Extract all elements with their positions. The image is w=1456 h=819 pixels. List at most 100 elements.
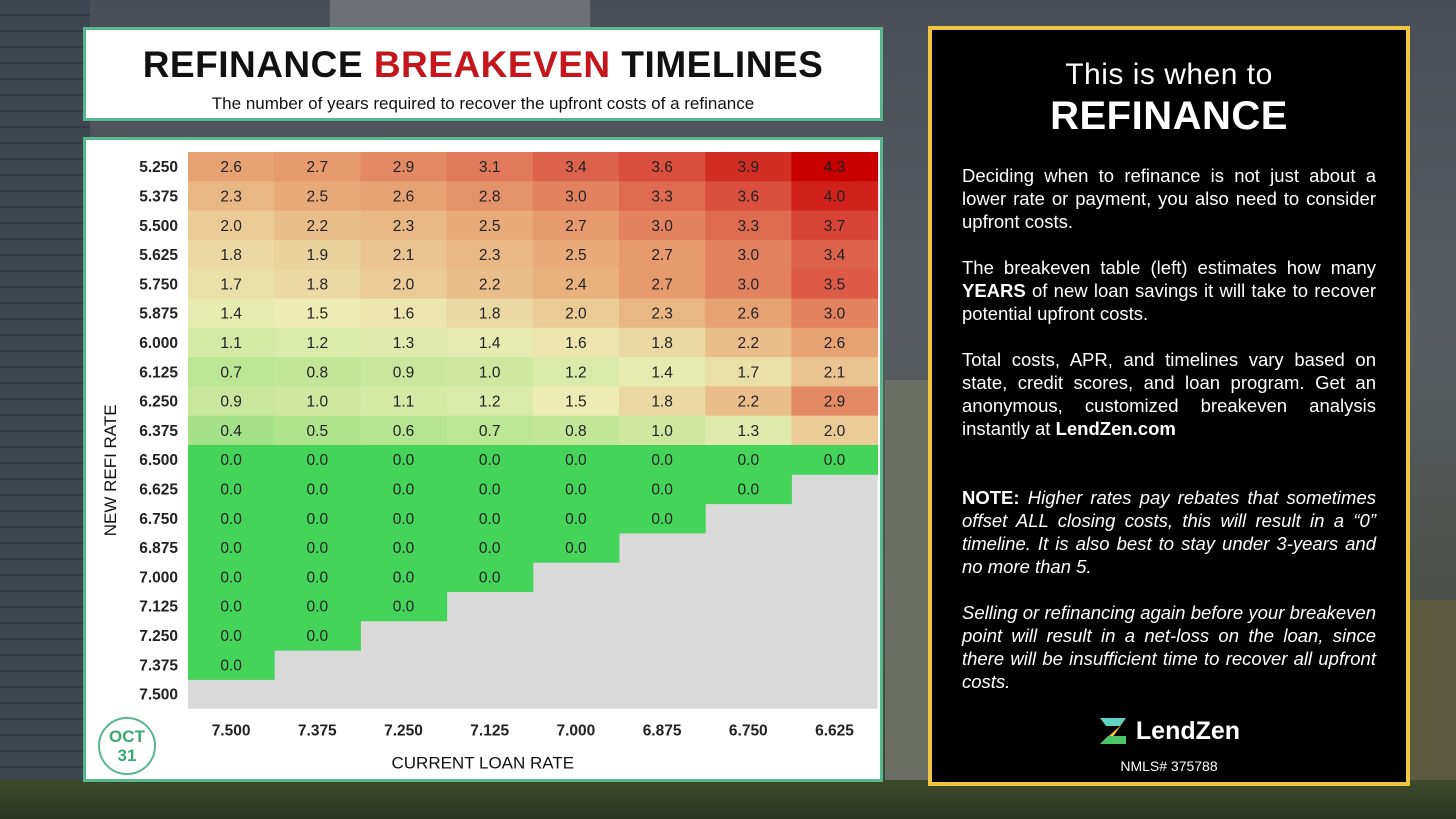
heatmap-cell <box>532 181 620 212</box>
y-tick-label: 6.375 <box>139 423 178 440</box>
cell-label: 1.0 <box>307 394 329 411</box>
heatmap-cell <box>446 503 534 534</box>
cell-label: 1.7 <box>220 276 242 293</box>
cell-label: 3.9 <box>738 159 760 176</box>
cell-label: 0.0 <box>307 481 329 498</box>
heatmap-cell <box>532 474 620 505</box>
cell-label: 2.3 <box>651 306 673 323</box>
cell-label: 0.7 <box>220 364 242 381</box>
cell-label: 2.5 <box>565 247 587 264</box>
heatmap-cell <box>360 532 448 563</box>
cell-label: 2.9 <box>393 159 415 176</box>
heatmap-cell <box>188 181 275 212</box>
x-tick-label: 7.375 <box>298 723 337 740</box>
background-house-siding <box>0 0 90 819</box>
heatmap-cell <box>705 386 792 417</box>
cell-label: 0.0 <box>565 452 587 469</box>
cell-label: 1.8 <box>651 335 673 352</box>
cell-label: 0.0 <box>565 540 587 557</box>
heatmap-cell <box>619 474 706 505</box>
heatmap-cell <box>360 269 448 299</box>
heatmap-cell <box>791 357 879 387</box>
cell-label: 2.5 <box>479 218 501 235</box>
heatmap-cell <box>532 210 620 241</box>
heatmap-cell <box>446 181 534 212</box>
x-tick-label: 6.875 <box>643 723 682 740</box>
para2-after: of new loan savings it will take to reco… <box>962 280 1376 324</box>
title-part1: REFINANCE <box>142 44 374 85</box>
cell-label: 1.2 <box>479 394 501 411</box>
heatmap-cell <box>532 386 620 417</box>
heatmap-cell <box>791 445 879 475</box>
logo-text: LendZen <box>1135 716 1241 745</box>
x-tick-label: 6.625 <box>815 723 854 740</box>
heatmap-cell <box>791 152 879 182</box>
heatmap-cell <box>188 152 275 182</box>
heatmap-cell <box>188 386 275 417</box>
lendzen-link[interactable]: LendZen.com <box>1055 418 1176 439</box>
heatmap-cell <box>360 503 448 534</box>
heatmap-cell <box>188 298 275 329</box>
heatmap-cell <box>446 298 534 329</box>
cell-label: 1.9 <box>307 247 329 264</box>
y-tick-label: 6.750 <box>139 511 178 528</box>
heatmap-cell <box>446 532 534 563</box>
heatmap-cell <box>619 327 706 358</box>
heatmap-cell <box>360 357 448 387</box>
heatmap-cell <box>532 532 620 563</box>
panel-note: NOTE: Higher rates pay rebates that some… <box>962 486 1376 578</box>
y-tick-label: 6.875 <box>139 540 178 557</box>
heatmap-cell <box>188 445 275 475</box>
heatmap-cell <box>446 562 534 592</box>
heatmap-cell <box>791 210 879 241</box>
cell-label: 2.6 <box>393 188 415 205</box>
y-tick-label: 5.375 <box>139 188 178 205</box>
x-tick-label: 7.000 <box>557 723 596 740</box>
cell-label: 2.1 <box>393 247 415 264</box>
heatmap-cell <box>619 445 706 475</box>
heatmap-cell <box>188 239 275 270</box>
cell-label: 3.0 <box>738 276 760 293</box>
heatmap-cell <box>360 591 448 622</box>
heatmap-cell <box>274 269 361 299</box>
heatmap-cell <box>360 474 448 505</box>
heatmap-cell <box>705 474 792 505</box>
cell-label: 3.0 <box>565 188 587 205</box>
heatmap-cell <box>705 445 792 475</box>
cell-label: 3.5 <box>824 276 846 293</box>
heatmap-cell <box>274 474 361 505</box>
heatmap-cell <box>532 415 620 446</box>
x-tick-label: 7.250 <box>384 723 423 740</box>
cell-label: 0.0 <box>565 481 587 498</box>
heatmap-cell <box>274 591 361 622</box>
heatmap-cell <box>791 181 879 212</box>
cell-label: 1.6 <box>565 335 587 352</box>
panel-heading-line2: REFINANCE <box>1050 94 1288 138</box>
cell-label: 2.2 <box>738 335 760 352</box>
heatmap-cell <box>188 562 275 592</box>
y-tick-label: 5.625 <box>139 247 178 264</box>
cell-label: 0.0 <box>393 511 415 528</box>
date-month: OCT <box>109 727 145 746</box>
y-tick-label: 7.000 <box>139 569 178 586</box>
title-part2: TIMELINES <box>610 44 824 85</box>
cell-label: 0.0 <box>479 452 501 469</box>
heatmap-cell <box>188 620 275 651</box>
heatmap-cell <box>360 445 448 475</box>
cell-label: 1.4 <box>220 306 242 323</box>
y-tick-label: 6.250 <box>139 394 178 411</box>
heatmap-cell <box>705 152 792 182</box>
cell-label: 1.6 <box>393 306 415 323</box>
heatmap-cell <box>532 239 620 270</box>
cell-label: 0.0 <box>307 452 329 469</box>
cell-label: 0.7 <box>479 423 501 440</box>
heatmap-cell <box>446 269 534 299</box>
cell-label: 3.4 <box>824 247 846 264</box>
cell-label: 1.7 <box>738 364 760 381</box>
heatmap-cell <box>274 620 361 651</box>
heatmap-cell <box>274 152 361 182</box>
cell-label: 0.0 <box>307 569 329 586</box>
para2-bold: YEARS <box>962 280 1026 301</box>
heatmap-cell <box>446 239 534 270</box>
heatmap-cell <box>532 327 620 358</box>
